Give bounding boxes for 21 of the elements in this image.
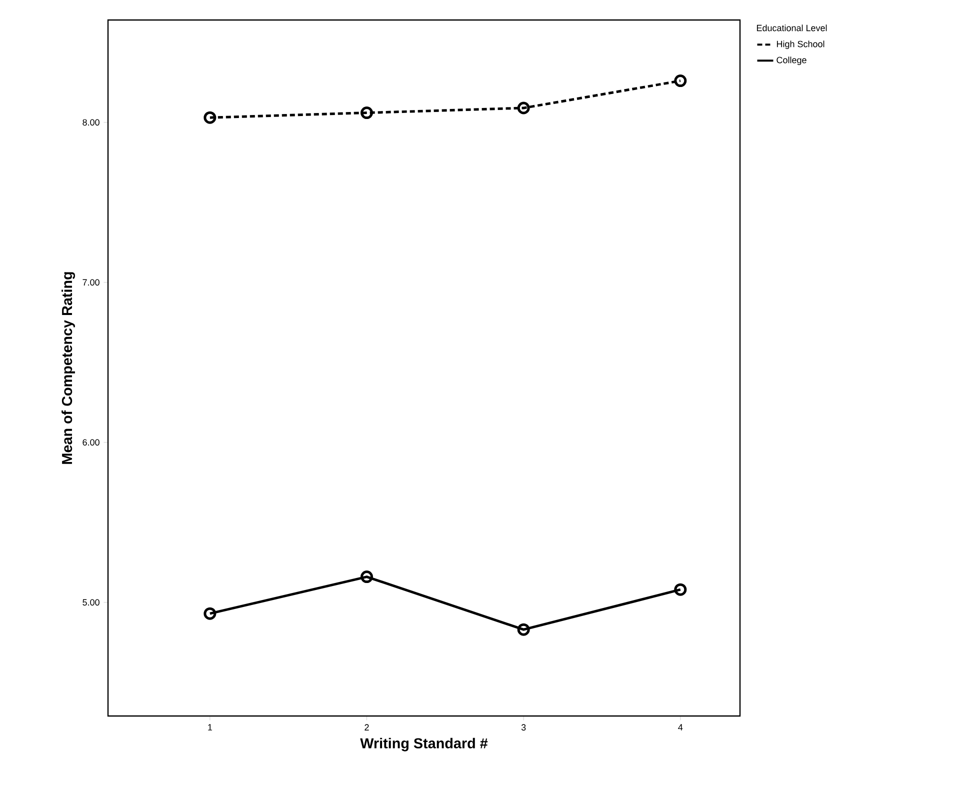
point [517,102,530,114]
legend-title: Educational Level [756,24,827,32]
legend-label: College [776,56,806,66]
point [360,106,374,120]
point [204,607,216,620]
y-tick-label: 8.00 [82,119,100,126]
y-axis-title: Mean of Competency Rating [62,272,76,464]
legend-label: High School [776,40,824,49]
x-axis-title: Writing Standard # [360,738,488,752]
point [517,623,530,636]
x-tick-label: 1 [208,724,212,730]
point [360,570,374,584]
y-tick-label: 5.00 [82,599,100,606]
y-tick-label: 7.00 [82,279,100,286]
x-tick-label: 4 [678,724,683,730]
point [204,111,216,124]
point [674,74,687,88]
x-tick-label: 2 [364,724,369,730]
y-tick-label: 6.00 [82,439,100,446]
point [674,583,687,596]
x-tick-label: 3 [521,724,526,731]
